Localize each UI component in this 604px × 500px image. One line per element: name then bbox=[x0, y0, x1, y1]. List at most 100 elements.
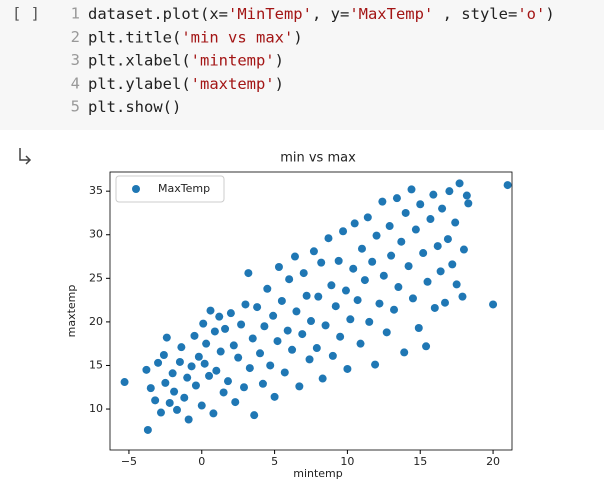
scatter-point bbox=[187, 362, 196, 371]
legend-box bbox=[115, 175, 225, 203]
scatter-point bbox=[404, 262, 413, 271]
scatter-point bbox=[349, 264, 358, 273]
scatter-point bbox=[162, 333, 171, 342]
scatter-point bbox=[165, 398, 174, 407]
scatter-point bbox=[357, 244, 366, 253]
scatter-point bbox=[411, 225, 420, 234]
scatter-point bbox=[205, 371, 214, 380]
scatter-point bbox=[317, 258, 326, 267]
scatter-point bbox=[273, 337, 282, 346]
scatter-point bbox=[241, 300, 250, 309]
scatter-point bbox=[305, 355, 314, 364]
scatter-point bbox=[455, 179, 464, 188]
scatter-point bbox=[356, 339, 365, 348]
scatter-point bbox=[244, 269, 253, 278]
scatter-point bbox=[270, 392, 279, 401]
scatter-point bbox=[288, 345, 297, 354]
scatter-point bbox=[429, 190, 438, 199]
scatter-point bbox=[260, 322, 269, 331]
y-tick-label: 15 bbox=[89, 358, 103, 371]
scatter-point bbox=[200, 359, 209, 368]
scatter-point bbox=[170, 387, 179, 396]
line-number: 3 bbox=[71, 51, 80, 69]
scatter-point bbox=[324, 234, 333, 243]
y-tick-label: 25 bbox=[89, 271, 103, 284]
scatter-point bbox=[438, 204, 447, 213]
scatter-point bbox=[183, 373, 192, 382]
x-tick-label: −5 bbox=[121, 455, 137, 468]
line-number: 4 bbox=[71, 74, 80, 92]
scatter-point bbox=[436, 267, 445, 276]
scatter-point bbox=[226, 309, 235, 318]
scatter-point bbox=[175, 357, 184, 366]
scatter-point bbox=[180, 393, 189, 402]
scatter-point bbox=[387, 251, 396, 260]
legend-label: MaxTemp bbox=[158, 182, 210, 195]
scatter-point bbox=[210, 327, 219, 336]
scatter-point bbox=[161, 378, 170, 387]
scatter-point bbox=[274, 262, 283, 271]
scatter-point bbox=[397, 237, 406, 246]
scatter-point bbox=[277, 296, 286, 305]
scatter-point bbox=[263, 284, 272, 293]
scatter-point bbox=[202, 339, 211, 348]
scatter-point bbox=[283, 326, 292, 335]
cell-prompt[interactable]: [ ] bbox=[12, 5, 40, 23]
scatter-point bbox=[426, 215, 435, 224]
scatter-point bbox=[423, 277, 432, 286]
scatter-point bbox=[221, 324, 230, 333]
scatter-point bbox=[309, 247, 318, 256]
scatter-point bbox=[120, 378, 129, 387]
scatter-point bbox=[223, 377, 232, 386]
line-number: 2 bbox=[71, 28, 80, 46]
plot-area: −5 0 5 10 15 20 10 15 20 25 30 35 MaxTemp bbox=[89, 171, 513, 468]
scatter-point bbox=[299, 269, 308, 278]
scatter-point bbox=[237, 320, 246, 329]
scatter-point bbox=[407, 185, 416, 194]
scatter-point bbox=[448, 260, 457, 269]
scatter-point bbox=[173, 405, 181, 414]
scatter-point bbox=[258, 379, 267, 388]
scatter-point bbox=[394, 283, 403, 292]
x-tick-label: 0 bbox=[198, 455, 205, 468]
scatter-point bbox=[414, 323, 423, 332]
y-tick-label: 35 bbox=[89, 184, 103, 197]
scatter-point bbox=[194, 352, 203, 361]
scatter-point bbox=[365, 317, 374, 326]
scatter-point bbox=[290, 252, 299, 261]
scatter-point bbox=[416, 200, 425, 209]
scatter-point bbox=[328, 351, 337, 360]
scatter-point bbox=[350, 219, 359, 228]
scatter-point bbox=[197, 401, 206, 410]
scatter-point bbox=[392, 194, 401, 203]
scatter-point bbox=[343, 364, 352, 373]
scatter-point bbox=[209, 409, 218, 418]
scatter-point bbox=[408, 294, 417, 303]
scatter-point bbox=[206, 306, 215, 315]
scatter-point bbox=[368, 257, 377, 266]
legend-marker bbox=[132, 185, 140, 193]
scatter-point bbox=[378, 197, 387, 206]
scatter-point bbox=[334, 256, 343, 265]
scatter-point bbox=[190, 331, 199, 340]
x-tick-label: 10 bbox=[340, 455, 354, 468]
scatter-point bbox=[191, 381, 200, 390]
scatter-point bbox=[234, 353, 243, 362]
scatter-point bbox=[143, 425, 152, 434]
scatter-point bbox=[339, 227, 348, 236]
scatter-point bbox=[451, 218, 460, 227]
scatter-point bbox=[269, 311, 278, 320]
scatter-point bbox=[503, 181, 512, 190]
scatter-point bbox=[382, 328, 391, 337]
scatter-point bbox=[151, 396, 160, 405]
scatter-point bbox=[199, 319, 208, 328]
axes-frame bbox=[109, 171, 513, 451]
y-tick-label: 10 bbox=[89, 402, 103, 415]
scatter-point bbox=[142, 365, 151, 374]
scatter-point bbox=[253, 303, 262, 312]
scatter-point bbox=[229, 341, 238, 350]
scatter-point bbox=[375, 299, 384, 308]
scatter-point bbox=[184, 415, 193, 424]
scatter-point bbox=[256, 349, 265, 358]
scatter-point bbox=[295, 382, 304, 391]
